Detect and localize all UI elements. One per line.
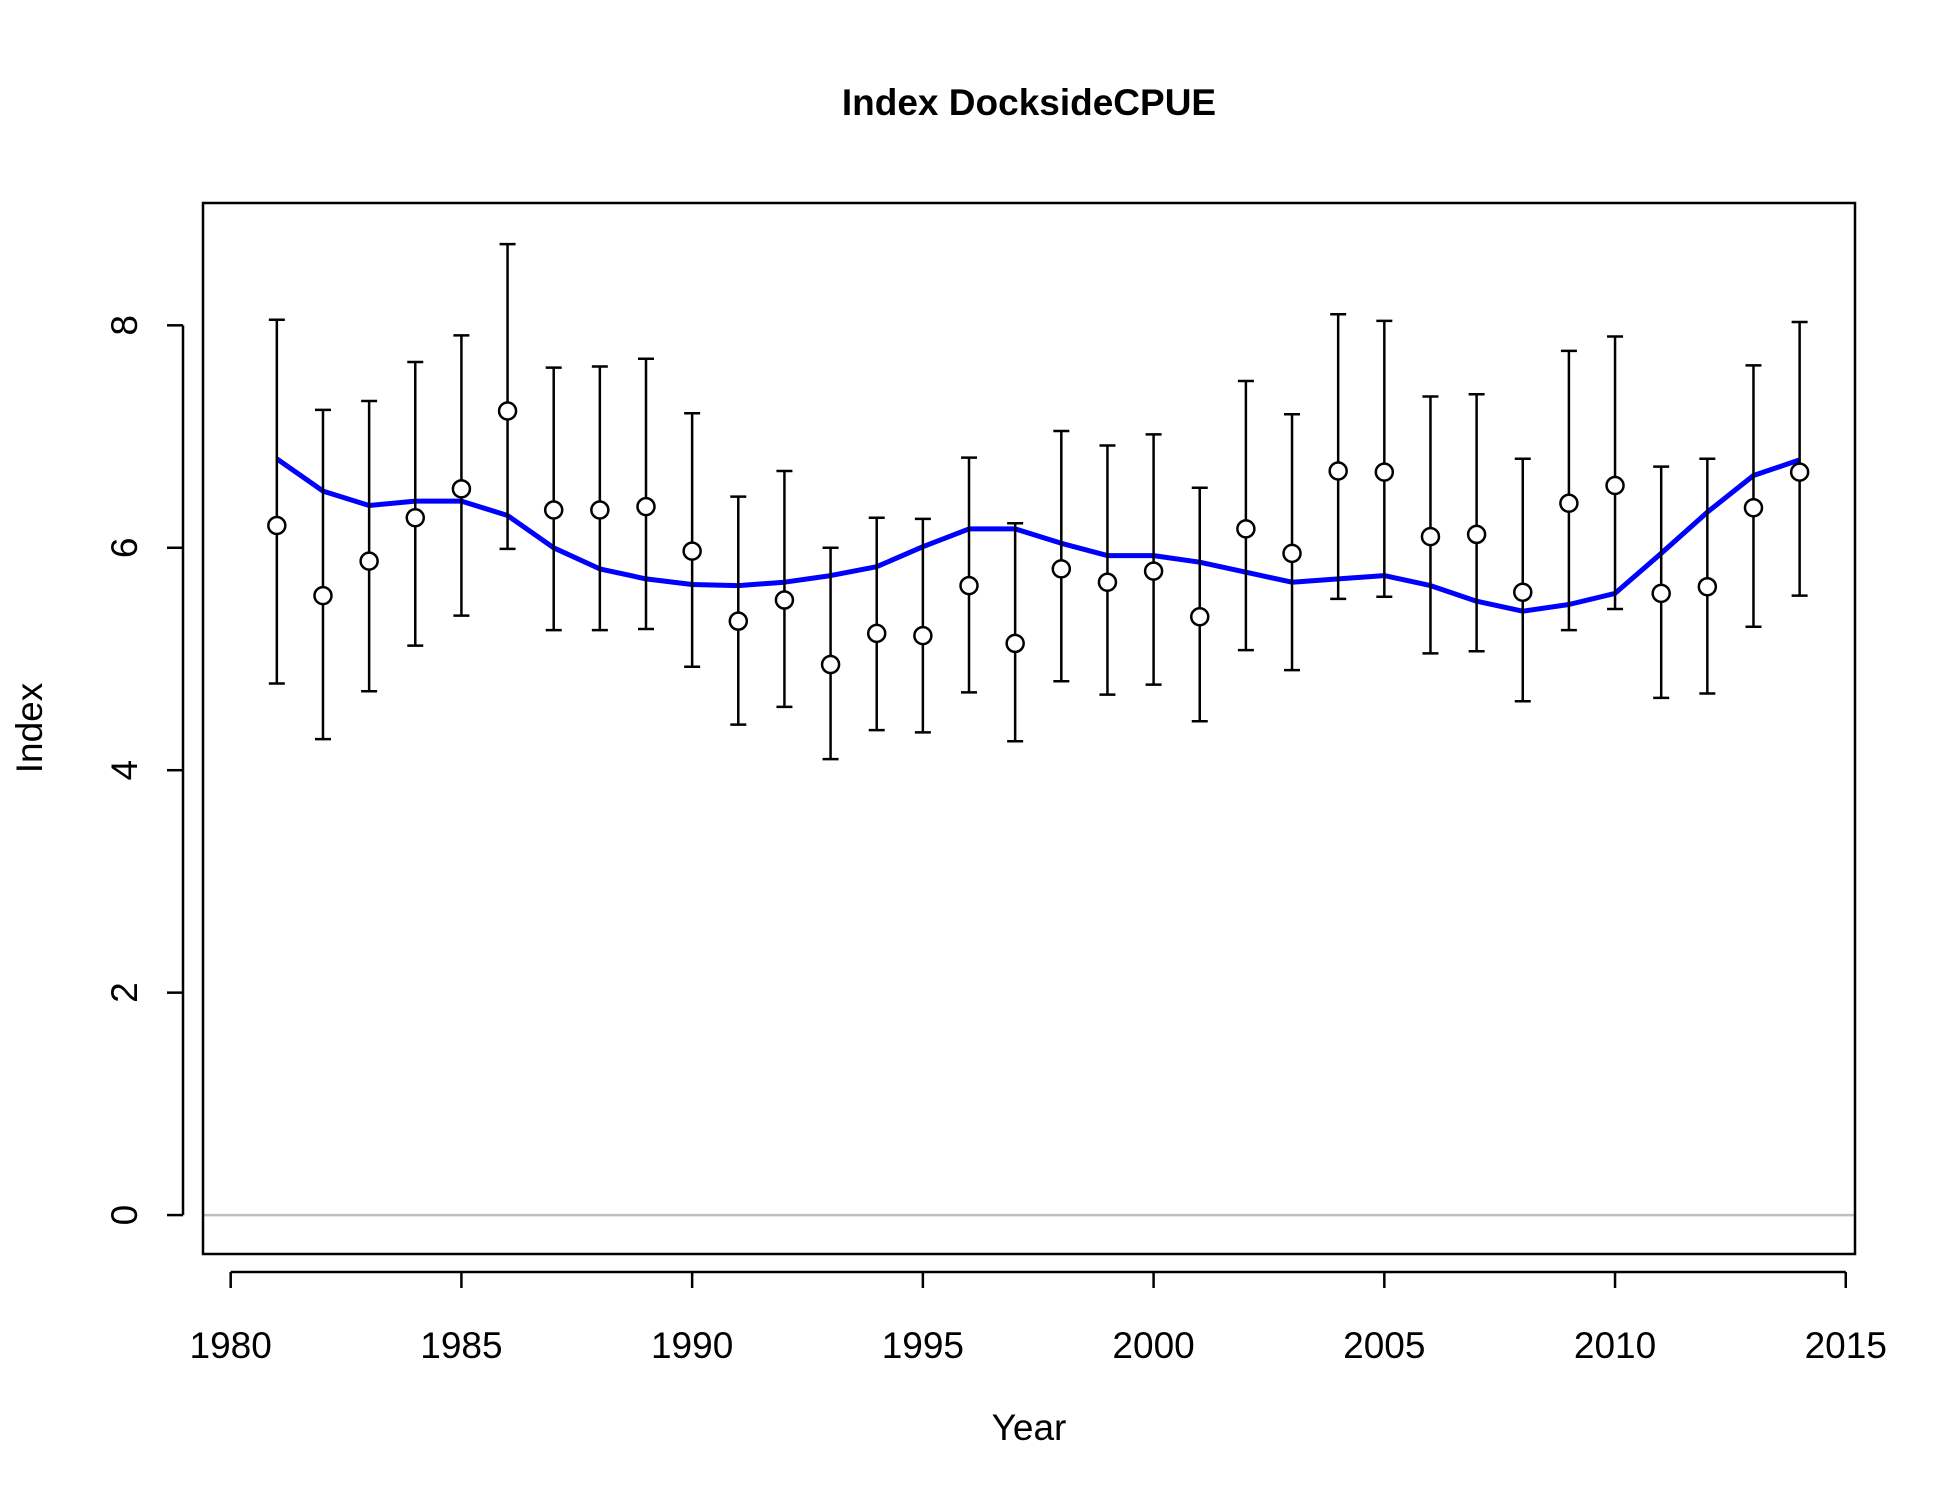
observed-point (1559, 493, 1579, 514)
error-bar (730, 495, 747, 726)
chart-title: Index DocksideCPUE (842, 82, 1216, 123)
observed-point (1005, 633, 1025, 654)
x-tick-label: 1980 (190, 1325, 272, 1366)
x-tick-label: 2015 (1805, 1325, 1887, 1366)
error-bar (1699, 457, 1716, 695)
error-bar (1284, 413, 1301, 672)
observed-point (451, 479, 472, 499)
error-bar (1237, 379, 1254, 652)
error-bar (453, 334, 470, 617)
y-tick-label: 8 (104, 315, 145, 336)
observed-point (497, 401, 518, 421)
observed-point (1282, 543, 1302, 564)
error-bar (776, 469, 793, 709)
observed-point (913, 625, 933, 646)
observed-point (1420, 526, 1441, 547)
observed-point (1097, 572, 1118, 592)
observed-point (1143, 561, 1164, 581)
error-bar (914, 517, 931, 734)
observed-point (267, 515, 287, 536)
observed-point (1236, 519, 1256, 539)
error-bar (1653, 465, 1670, 700)
x-tick-label: 1995 (882, 1325, 964, 1366)
observed-point (590, 500, 610, 520)
x-tick-label: 2000 (1112, 1325, 1194, 1366)
error-bar (1422, 395, 1439, 655)
y-tick-label: 6 (104, 538, 145, 559)
y-tick-label: 0 (104, 1205, 145, 1226)
error-bar (1376, 319, 1393, 598)
observed-point (820, 654, 841, 675)
observed-point (1651, 583, 1671, 604)
x-axis-label: Year (992, 1407, 1067, 1448)
fitted-line (275, 456, 1801, 614)
error-bar (961, 456, 978, 694)
observed-point (1189, 606, 1210, 627)
observed-point (1743, 497, 1764, 518)
plot-frame (201, 201, 1857, 1256)
observed-point (1466, 524, 1487, 545)
observed-point (543, 500, 564, 520)
observed-point (1051, 559, 1072, 579)
x-tick-label: 1985 (420, 1325, 502, 1366)
error-bar (684, 411, 701, 669)
observed-point (1789, 462, 1810, 482)
error-bar (268, 318, 285, 685)
error-bar (1330, 312, 1347, 601)
observed-point (313, 585, 333, 606)
observed-point (1697, 576, 1718, 597)
y-tick-label: 2 (104, 982, 145, 1003)
error-bar (1191, 486, 1208, 723)
observed-point (1374, 462, 1395, 482)
error-bar (1053, 429, 1070, 683)
x-tick-label: 2010 (1574, 1325, 1656, 1366)
observed-point (959, 575, 979, 596)
observed-point (359, 551, 379, 571)
error-bar (591, 365, 608, 632)
x-tick-label: 1990 (651, 1325, 733, 1366)
observed-point (728, 611, 749, 631)
error-bar (822, 546, 839, 761)
error-bar (1791, 320, 1808, 597)
error-bar (1560, 349, 1577, 632)
axis-layer: 1980 1985 1990 1995 2000 2005 2010 2015 0 2 4 6 8 (104, 315, 1887, 1366)
error-bar (1007, 522, 1024, 743)
fitted-line-layer (275, 456, 1801, 614)
observed-point (774, 590, 795, 610)
observed-point (636, 496, 656, 517)
observed-point (866, 623, 887, 644)
x-tick-label: 2005 (1343, 1325, 1425, 1366)
error-bar (407, 360, 424, 647)
error-bar-layer (268, 242, 1808, 761)
y-tick-label: 4 (104, 760, 145, 781)
error-bar (545, 366, 562, 632)
observed-point (1328, 461, 1348, 481)
error-bar (361, 399, 378, 693)
observed-point (1605, 475, 1625, 496)
error-bar (1145, 433, 1162, 686)
error-bar (1514, 457, 1531, 703)
y-axis-label: Index (9, 682, 50, 773)
observed-point (405, 507, 426, 528)
error-bar (1607, 335, 1624, 611)
error-bar (1099, 444, 1116, 696)
error-bar (1468, 393, 1485, 653)
observed-point (682, 541, 702, 561)
error-bar (499, 242, 516, 551)
observed-point (1513, 582, 1533, 603)
error-bar (314, 408, 331, 741)
observed-point-layer (267, 401, 1810, 675)
error-bar (1745, 364, 1762, 628)
error-bar (637, 357, 654, 631)
